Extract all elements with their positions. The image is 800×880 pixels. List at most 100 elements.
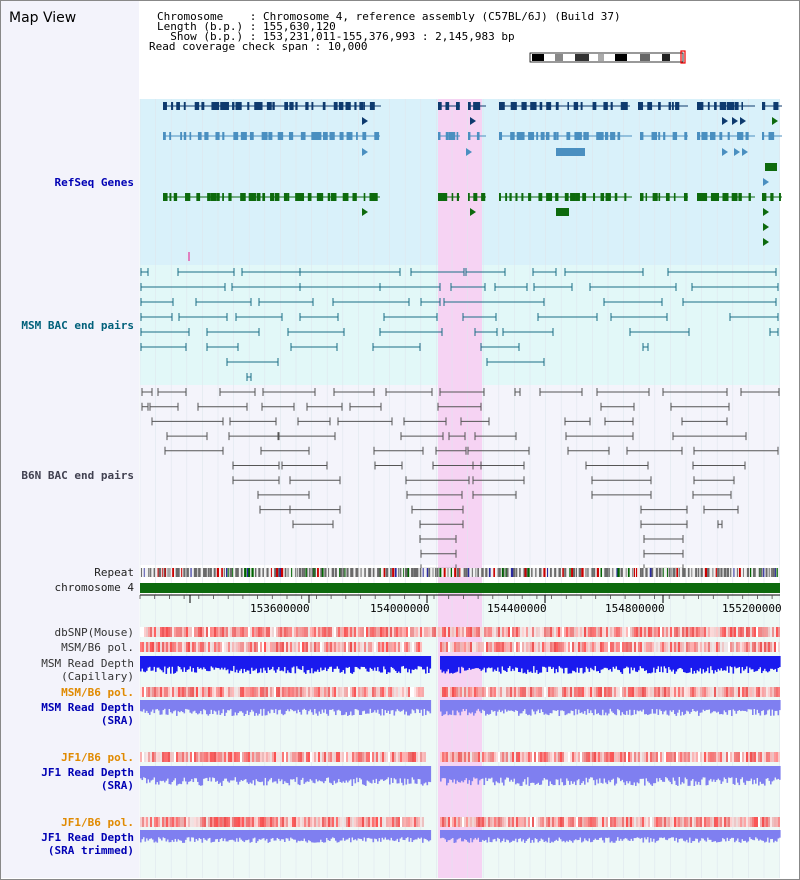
read-depth-bar: [552, 700, 555, 711]
polymorphism-cell: [442, 817, 444, 827]
read-depth-bar: [680, 830, 682, 839]
polymorphism-cell: [700, 752, 702, 762]
read-depth-bar: [425, 656, 427, 674]
read-depth-bar: [545, 700, 547, 714]
polymorphism-cell: [550, 752, 552, 762]
polymorphism-cell: [388, 817, 390, 827]
repeat-element: [519, 568, 521, 577]
polymorphism-cell: [444, 817, 446, 827]
gene-arrow: [742, 148, 748, 156]
repeat-element: [251, 568, 254, 577]
track-label-jf1-depth[interactable]: JF1 Read Depth: [41, 766, 134, 779]
polymorphism-cell: [562, 627, 564, 637]
polymorphism-cell: [206, 627, 208, 637]
repeat-element: [415, 568, 418, 577]
read-depth-bar: [564, 766, 567, 786]
repeat-element: [279, 568, 282, 577]
track-label-msm-pol-sra[interactable]: MSM/B6 pol.: [61, 686, 134, 699]
track-label-jf1-pol[interactable]: JF1/B6 pol.: [61, 751, 134, 764]
read-depth-bar: [182, 656, 184, 672]
polymorphism-cell: [374, 687, 376, 697]
polymorphism-cell: [464, 752, 466, 762]
polymorphism-cell: [576, 642, 578, 652]
read-depth-bar: [276, 656, 279, 670]
read-depth-bar: [767, 830, 769, 838]
gene-exon: [734, 102, 739, 110]
track-label-b6n-bac[interactable]: B6N BAC end pairs: [21, 469, 134, 482]
polymorphism-cell: [556, 627, 558, 637]
polymorphism-cell: [228, 627, 230, 637]
polymorphism-cell: [250, 687, 252, 697]
polymorphism-cell: [746, 817, 748, 827]
repeat-element: [407, 568, 410, 577]
polymorphism-cell: [486, 817, 488, 827]
track-label-dbsnp[interactable]: dbSNP(Mouse): [54, 626, 134, 639]
polymorphism-cell: [154, 817, 156, 827]
read-depth-bar: [422, 766, 424, 786]
polymorphism-cell: [448, 687, 450, 697]
gene-exon: [748, 193, 751, 201]
track-label-msm-pol-capillary[interactable]: MSM/B6 pol.: [61, 641, 134, 654]
repeat-element: [190, 568, 192, 577]
polymorphism-cell: [762, 642, 764, 652]
repeat-element: [695, 568, 698, 577]
polymorphism-cell: [764, 642, 766, 652]
polymorphism-cell: [302, 687, 304, 697]
read-depth-bar: [629, 830, 631, 841]
read-depth-bar: [230, 830, 232, 840]
read-depth-bar: [239, 656, 241, 671]
read-depth-bar: [426, 700, 429, 711]
polymorphism-cell: [674, 687, 676, 697]
read-depth-bar: [755, 766, 757, 784]
track-label-msm-bac[interactable]: MSM BAC end pairs: [21, 319, 134, 332]
read-depth-bar: [732, 656, 735, 674]
gene-exon: [697, 132, 701, 140]
polymorphism-cell: [462, 817, 464, 827]
read-depth-bar: [192, 766, 195, 783]
read-depth-bar: [405, 700, 408, 712]
repeat-element: [339, 568, 342, 577]
read-depth-bar: [455, 830, 457, 843]
read-depth-bar: [576, 700, 579, 715]
polymorphism-cell: [422, 627, 424, 637]
polymorphism-cell: [332, 687, 334, 697]
gene-exon: [538, 193, 543, 201]
polymorphism-cell: [366, 642, 368, 652]
read-depth-bar: [743, 766, 745, 783]
read-depth-bar: [317, 830, 319, 843]
polymorphism-cell: [634, 642, 636, 652]
read-depth-bar: [305, 830, 307, 842]
read-depth-bar: [699, 700, 702, 713]
polymorphism-cell: [596, 642, 598, 652]
polymorphism-cell: [408, 817, 410, 827]
polymorphism-cell: [492, 642, 494, 652]
track-label-msm-depth-sra[interactable]: MSM Read Depth: [41, 701, 134, 714]
read-depth-bar: [521, 700, 523, 714]
read-depth-bar: [498, 656, 501, 672]
read-depth-bar: [557, 766, 559, 780]
gene-exon: [738, 193, 742, 201]
read-depth-bar: [179, 700, 181, 713]
polymorphism-cell: [226, 817, 228, 827]
read-depth-bar: [704, 656, 706, 673]
track-label-repeat[interactable]: Repeat: [94, 566, 134, 579]
track-label-jf1-depth-trimmed[interactable]: JF1 Read Depth: [41, 831, 134, 844]
read-depth-bar: [318, 766, 321, 781]
polymorphism-cell: [232, 627, 234, 637]
polymorphism-cell: [610, 752, 612, 762]
track-label-refseq[interactable]: RefSeq Genes: [54, 176, 134, 189]
track-label-jf1-pol-trimmed[interactable]: JF1/B6 pol.: [61, 816, 134, 829]
polymorphism-cell: [774, 627, 776, 637]
read-depth-bar: [248, 656, 250, 671]
polymorphism-cell: [264, 627, 266, 637]
polymorphism-cell: [186, 627, 188, 637]
read-depth-bar: [525, 700, 528, 714]
track-label-msm-depth-capillary[interactable]: MSM Read Depth: [41, 657, 134, 670]
read-depth-bar: [536, 830, 538, 840]
polymorphism-cell: [670, 627, 672, 637]
read-depth-bar: [602, 830, 604, 841]
polymorphism-cell: [268, 817, 270, 827]
repeat-element: [287, 568, 289, 577]
polymorphism-cell: [160, 642, 162, 652]
